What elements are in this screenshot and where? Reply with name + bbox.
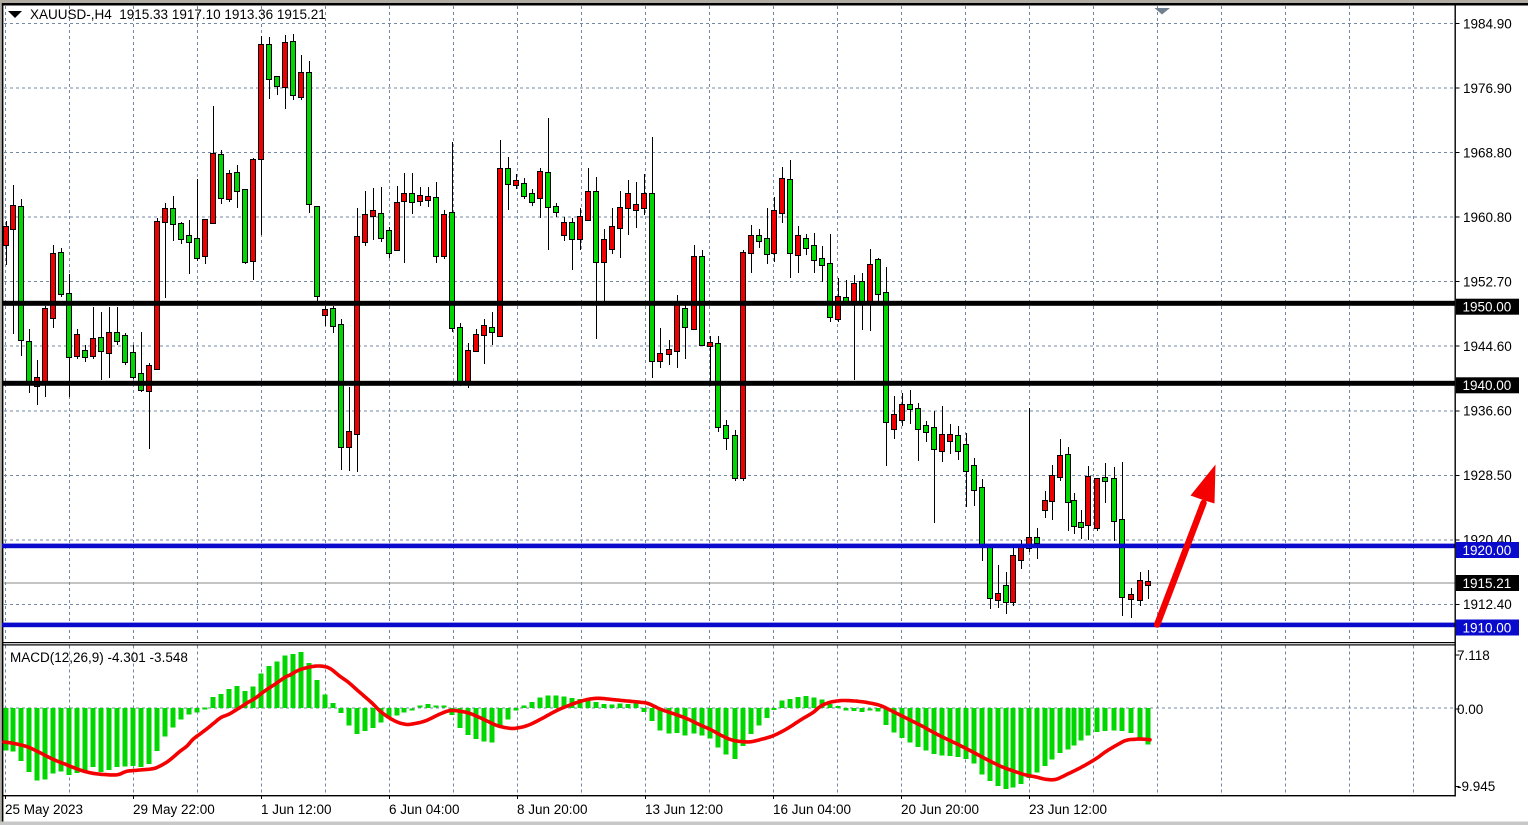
svg-text:1928.50: 1928.50	[1463, 468, 1512, 483]
svg-text:1952.70: 1952.70	[1463, 275, 1512, 290]
svg-text:0.00: 0.00	[1457, 702, 1483, 717]
svg-text:1936.60: 1936.60	[1463, 404, 1512, 419]
svg-text:13 Jun 12:00: 13 Jun 12:00	[645, 802, 723, 817]
svg-text:1984.90: 1984.90	[1463, 16, 1512, 31]
svg-text:25 May 2023: 25 May 2023	[5, 802, 83, 817]
svg-text:7.118: 7.118	[1457, 648, 1490, 663]
svg-text:29 May 22:00: 29 May 22:00	[133, 802, 215, 817]
svg-text:-9.945: -9.945	[1457, 779, 1495, 794]
svg-text:23 Jun 12:00: 23 Jun 12:00	[1029, 802, 1107, 817]
svg-text:1960.80: 1960.80	[1463, 210, 1512, 225]
svg-text:1920.00: 1920.00	[1463, 543, 1512, 558]
svg-text:8 Jun 20:00: 8 Jun 20:00	[517, 802, 588, 817]
svg-text:1915.21: 1915.21	[1463, 576, 1512, 591]
svg-text:20 Jun 20:00: 20 Jun 20:00	[901, 802, 979, 817]
svg-text:1 Jun 12:00: 1 Jun 12:00	[261, 802, 332, 817]
svg-text:1912.40: 1912.40	[1463, 597, 1512, 612]
svg-text:1976.90: 1976.90	[1463, 81, 1512, 96]
svg-text:1910.00: 1910.00	[1463, 620, 1512, 635]
svg-text:1968.80: 1968.80	[1463, 145, 1512, 160]
svg-text:1944.60: 1944.60	[1463, 339, 1512, 354]
svg-text:16 Jun 04:00: 16 Jun 04:00	[773, 802, 851, 817]
svg-text:MACD(12,26,9) -4.301 -3.548: MACD(12,26,9) -4.301 -3.548	[10, 650, 188, 665]
svg-text:6 Jun 04:00: 6 Jun 04:00	[389, 802, 460, 817]
svg-text:1950.00: 1950.00	[1463, 300, 1512, 315]
svg-text:1940.00: 1940.00	[1463, 378, 1512, 393]
svg-text:XAUUSD-,H4 1915.33 1917.10 19: XAUUSD-,H4 1915.33 1917.10 1913.36 1915.…	[30, 7, 326, 22]
